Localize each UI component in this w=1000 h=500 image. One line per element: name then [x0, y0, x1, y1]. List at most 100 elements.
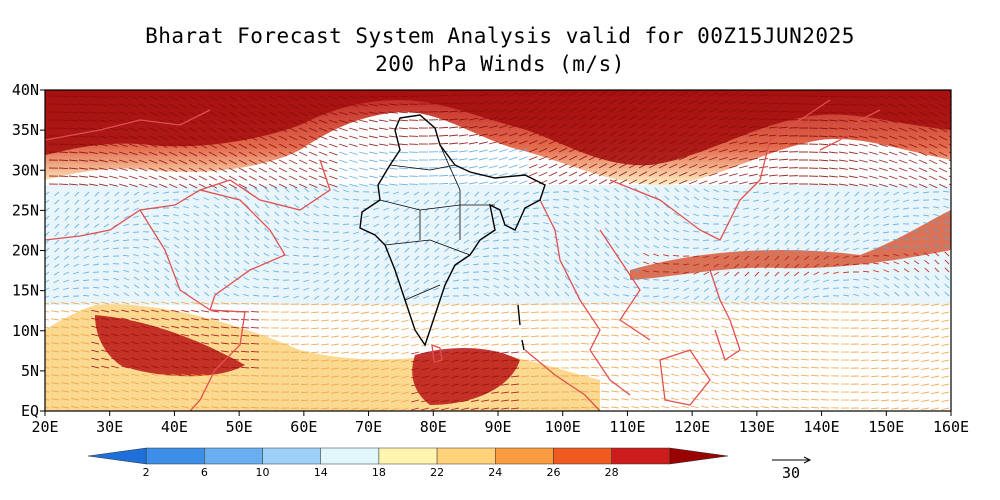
- wind-arrow: [814, 239, 820, 245]
- wind-arrow: [651, 365, 660, 369]
- wind-arrow: [181, 397, 190, 401]
- wind-arrow: [598, 123, 608, 129]
- x-tick-label: 140E: [804, 418, 840, 436]
- wind-arrow: [688, 156, 698, 161]
- wind-arrow: [578, 123, 588, 129]
- wind-arrow: [148, 167, 158, 172]
- wind-arrow: [248, 127, 258, 133]
- wind-arrow: [933, 244, 940, 249]
- wind-arrow: [434, 215, 440, 221]
- wind-arrow: [58, 175, 69, 177]
- wind-arrow: [844, 199, 850, 205]
- wind-arrow: [121, 405, 130, 409]
- wind-arrow: [203, 220, 210, 225]
- wind-arrow: [728, 165, 738, 169]
- wind-arrow: [668, 123, 678, 129]
- wind-arrow: [781, 302, 790, 305]
- wind-arrow: [651, 349, 660, 353]
- wind-arrow: [941, 343, 950, 347]
- wind-arrow: [171, 301, 180, 305]
- wind-arrow: [481, 319, 490, 322]
- wind-arrow: [743, 223, 750, 227]
- wind-arrow: [371, 311, 380, 315]
- wind-arrow: [388, 183, 398, 186]
- wind-arrow: [511, 311, 520, 314]
- wind-arrow: [341, 319, 350, 322]
- wind-arrow: [691, 349, 700, 353]
- wind-arrow: [530, 319, 540, 322]
- wind-arrow: [911, 359, 920, 362]
- wind-arrow: [758, 110, 768, 113]
- wind-arrow: [870, 359, 880, 362]
- wind-arrow: [431, 303, 440, 307]
- wind-arrow: [508, 124, 518, 129]
- wind-arrow: [748, 181, 758, 185]
- wind-arrow: [318, 95, 328, 100]
- wind-arrow: [161, 405, 170, 409]
- wind-arrow: [64, 199, 70, 205]
- wind-arrow: [558, 139, 568, 145]
- wind-arrow: [373, 223, 380, 228]
- wind-arrow: [491, 351, 500, 354]
- wind-arrow: [213, 196, 220, 201]
- wind-arrow: [633, 252, 640, 257]
- wind-arrow: [621, 382, 630, 385]
- wind-arrow: [391, 383, 400, 387]
- wind-arrow: [773, 295, 780, 300]
- wind-arrow: [478, 117, 488, 121]
- wind-arrow: [118, 127, 128, 131]
- wind-arrow: [651, 325, 660, 329]
- wind-arrow: [744, 263, 750, 269]
- wind-arrow: [590, 350, 600, 353]
- wind-arrow: [731, 317, 740, 321]
- wind-arrow: [810, 382, 820, 385]
- wind-arrow: [191, 381, 200, 385]
- wind-arrow: [823, 263, 830, 268]
- wind-arrow: [843, 263, 850, 266]
- wind-arrow: [338, 159, 348, 164]
- wind-arrow: [563, 228, 570, 233]
- wind-arrow: [854, 199, 860, 205]
- wind-arrow: [158, 175, 168, 180]
- wind-arrow: [468, 101, 478, 105]
- wind-arrow: [758, 158, 768, 161]
- wind-arrow: [530, 335, 540, 338]
- wind-arrow: [834, 223, 840, 229]
- wind-arrow: [784, 239, 790, 245]
- wind-arrow: [198, 135, 208, 141]
- wind-arrow: [934, 283, 940, 289]
- wind-arrow: [901, 351, 910, 354]
- wind-arrow: [651, 333, 660, 337]
- wind-arrow: [604, 227, 610, 233]
- wind-arrow: [711, 333, 720, 337]
- wind-arrow: [441, 319, 450, 323]
- wind-arrow: [73, 255, 80, 260]
- wind-arrow: [781, 406, 790, 409]
- wind-arrow: [161, 317, 170, 321]
- wind-arrow: [853, 231, 860, 236]
- wind-arrow: [943, 198, 950, 201]
- wind-arrow: [288, 159, 298, 165]
- wind-arrow: [593, 188, 600, 193]
- wind-arrow: [631, 374, 640, 377]
- wind-arrow: [274, 219, 280, 225]
- wind-arrow: [894, 291, 900, 297]
- wind-arrow: [231, 398, 240, 401]
- wind-arrow: [671, 341, 680, 345]
- wind-arrow: [204, 275, 210, 281]
- wind-arrow: [221, 366, 230, 369]
- wind-arrow: [73, 247, 80, 252]
- wind-arrow: [240, 342, 250, 345]
- wind-arrow: [81, 365, 90, 369]
- wind-arrow: [353, 255, 360, 260]
- wind-arrow: [351, 335, 360, 338]
- wind-arrow: [191, 389, 200, 393]
- wind-arrow: [638, 179, 648, 185]
- wind-arrow: [674, 195, 680, 201]
- wind-arrow: [538, 147, 548, 153]
- wind-arrow: [924, 267, 930, 273]
- wind-arrow: [221, 382, 230, 385]
- wind-arrow: [468, 93, 478, 97]
- wind-arrow: [888, 167, 898, 172]
- wind-arrow: [383, 215, 390, 220]
